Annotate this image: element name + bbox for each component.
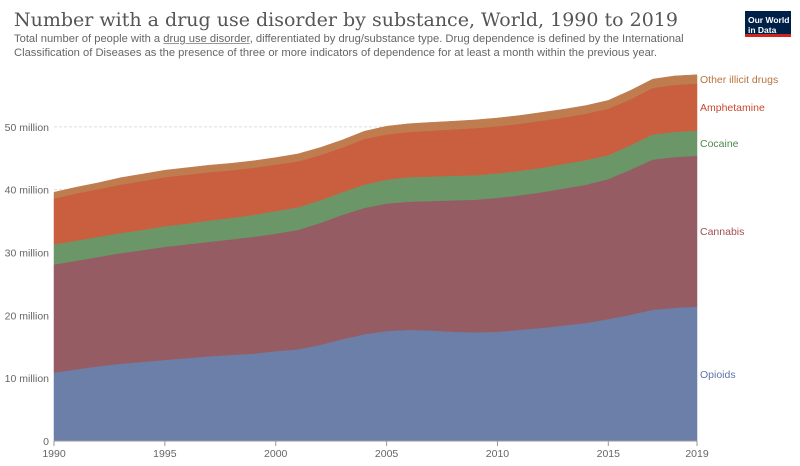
legend-label-amphetamine: Amphetamine <box>700 102 765 114</box>
y-tick-label: 40 million <box>5 185 50 197</box>
legend-label-cannabis: Cannabis <box>700 226 744 238</box>
x-tick-label: 2000 <box>264 448 288 460</box>
legend-label-cocaine: Cocaine <box>700 138 739 150</box>
x-tick-label: 2010 <box>486 448 510 460</box>
x-tick-label: 2005 <box>375 448 399 460</box>
logo-line-1: Our World <box>748 15 790 25</box>
y-tick-label: 20 million <box>5 310 50 322</box>
x-tick-label: 2019 <box>685 448 709 460</box>
subtitle-text-start: Total number of people with a <box>14 33 164 45</box>
drug-use-disorder-link[interactable]: drug use disorder <box>163 33 250 45</box>
owid-logo[interactable]: Our World in Data <box>745 11 791 37</box>
area-other-illicit-drugs <box>53 74 698 199</box>
x-tick-label: 1995 <box>153 448 177 460</box>
y-tick-label: 50 million <box>5 122 50 134</box>
x-tick-label: 1990 <box>42 448 66 460</box>
legend-label-opioids: Opioids <box>700 369 736 381</box>
chart-subtitle: Total number of people with a drug use d… <box>14 33 726 60</box>
logo-line-2: in Data <box>748 25 777 35</box>
subtitle-text-end: , differentiated by drug/substance type.… <box>14 33 684 59</box>
y-tick-label: 10 million <box>5 373 50 385</box>
legend-label-other-illicit-drugs: Other illicit drugs <box>700 74 778 86</box>
x-tick-label: 2015 <box>597 448 621 460</box>
y-tick-label: 0 <box>43 436 49 448</box>
chart-title: Number with a drug use disorder by subst… <box>14 9 678 31</box>
y-tick-label: 30 million <box>5 248 50 260</box>
